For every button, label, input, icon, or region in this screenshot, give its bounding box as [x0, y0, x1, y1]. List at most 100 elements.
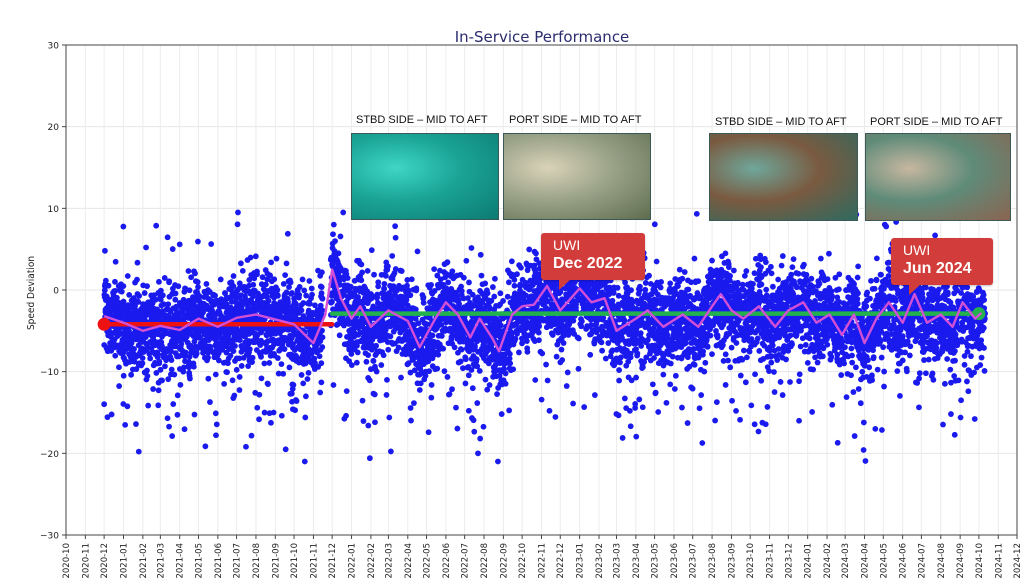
data-point [227, 352, 234, 359]
data-point [120, 283, 127, 290]
data-point [112, 278, 118, 285]
data-point [536, 323, 543, 330]
data-point [653, 258, 660, 265]
data-point [262, 281, 269, 288]
data-point [261, 360, 268, 367]
data-point [162, 363, 168, 370]
data-point [145, 402, 152, 409]
data-point [524, 345, 531, 352]
data-point [420, 299, 427, 306]
data-point [133, 421, 139, 427]
data-point [190, 363, 197, 370]
data-point [428, 394, 435, 401]
data-point [564, 369, 571, 376]
data-point [469, 291, 476, 298]
data-point [177, 381, 184, 388]
data-point [155, 402, 162, 409]
data-point [243, 298, 250, 304]
data-point [205, 354, 211, 361]
data-point [212, 292, 218, 299]
data-point [510, 366, 517, 373]
data-point [330, 231, 336, 238]
data-point [518, 264, 524, 271]
data-point [156, 360, 163, 367]
data-point [195, 284, 201, 290]
data-point [382, 272, 389, 279]
data-point [187, 375, 193, 382]
data-point [274, 355, 281, 361]
data-point [259, 274, 266, 281]
data-point [598, 339, 605, 346]
data-point [398, 374, 404, 381]
data-point [257, 342, 264, 348]
data-point [637, 330, 644, 337]
data-point [344, 275, 351, 281]
data-point [494, 391, 500, 397]
data-point [693, 210, 700, 217]
data-point [191, 411, 198, 418]
data-point [135, 299, 142, 305]
data-point [628, 287, 634, 294]
data-point [161, 275, 168, 281]
data-point [191, 338, 198, 345]
data-point [165, 301, 172, 308]
data-point [384, 376, 390, 383]
data-point [559, 357, 566, 363]
data-point [632, 405, 639, 411]
data-point [698, 392, 705, 398]
data-point [375, 279, 382, 286]
data-point [256, 391, 263, 398]
data-point [245, 363, 252, 369]
data-point [274, 292, 281, 299]
data-point [658, 279, 665, 285]
data-point [154, 354, 161, 361]
data-point [722, 250, 729, 257]
data-point [616, 367, 623, 373]
data-point [691, 255, 698, 262]
data-point [634, 352, 641, 359]
data-point [619, 435, 626, 441]
data-point [646, 272, 652, 279]
data-point [453, 404, 459, 411]
data-point [249, 354, 256, 361]
data-point [298, 307, 305, 314]
data-point [230, 283, 237, 290]
data-point [699, 440, 706, 446]
data-point [147, 355, 154, 362]
data-point [159, 377, 165, 384]
data-point [108, 411, 115, 418]
data-point [515, 349, 522, 356]
data-point [112, 258, 119, 265]
data-point [538, 396, 545, 403]
data-point [134, 259, 141, 266]
data-point [578, 318, 585, 325]
data-point [615, 412, 622, 419]
data-point [236, 374, 243, 380]
data-point [532, 377, 539, 383]
data-point [236, 387, 243, 393]
data-point [471, 428, 478, 435]
data-point [150, 386, 157, 392]
data-point [702, 359, 709, 366]
data-point [392, 234, 399, 241]
data-point [116, 383, 123, 389]
data-point [330, 221, 337, 228]
data-point [280, 370, 287, 377]
data-point [504, 293, 511, 300]
data-point [180, 364, 187, 371]
data-point [332, 238, 338, 244]
data-point [134, 276, 140, 283]
data-point [308, 285, 315, 292]
data-point [626, 341, 632, 347]
data-point [475, 450, 481, 457]
data-point [144, 367, 150, 374]
data-point [154, 306, 161, 313]
data-point [639, 404, 646, 411]
data-point [215, 357, 222, 364]
data-point [287, 279, 294, 286]
data-point [468, 245, 475, 251]
data-point [486, 382, 493, 388]
data-point [428, 382, 435, 388]
data-point [172, 290, 179, 297]
data-point [221, 380, 228, 387]
